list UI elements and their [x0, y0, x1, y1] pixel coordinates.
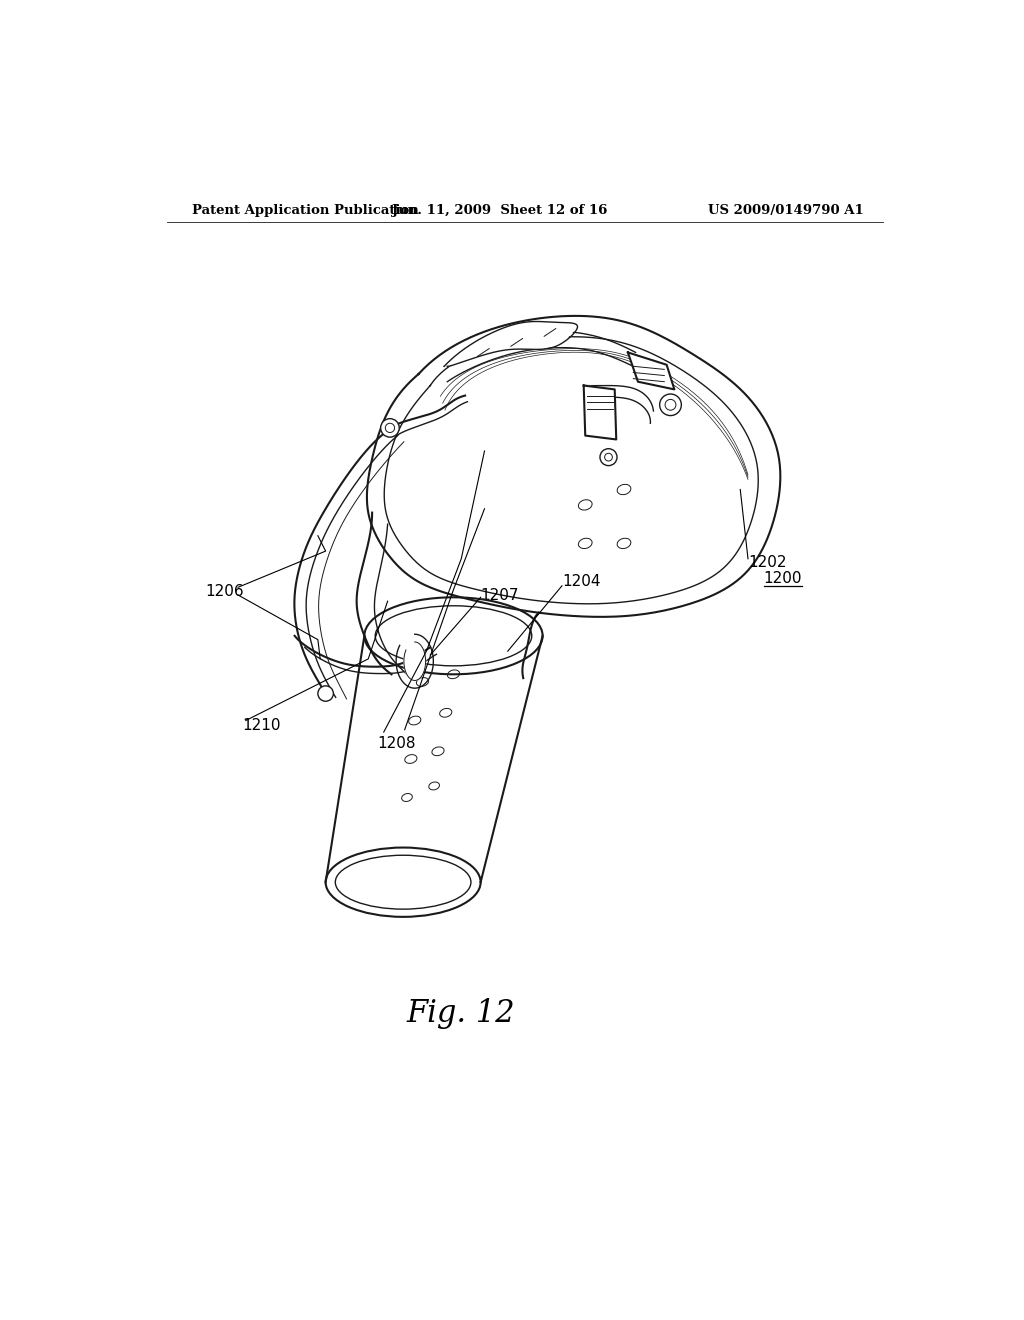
Ellipse shape: [659, 393, 681, 416]
Ellipse shape: [317, 686, 334, 701]
Polygon shape: [403, 642, 426, 680]
Polygon shape: [584, 385, 616, 440]
Text: Jun. 11, 2009  Sheet 12 of 16: Jun. 11, 2009 Sheet 12 of 16: [392, 205, 607, 218]
Text: 1204: 1204: [562, 574, 600, 590]
Text: Fig. 12: Fig. 12: [407, 998, 515, 1028]
Text: Patent Application Publication: Patent Application Publication: [191, 205, 418, 218]
Ellipse shape: [381, 418, 399, 437]
Ellipse shape: [600, 449, 617, 466]
Text: 1206: 1206: [206, 583, 244, 599]
Ellipse shape: [385, 424, 394, 433]
Text: 1200: 1200: [764, 570, 802, 586]
Polygon shape: [628, 352, 675, 389]
Text: 1202: 1202: [748, 556, 786, 570]
Ellipse shape: [604, 453, 612, 461]
Text: 1208: 1208: [378, 737, 416, 751]
Polygon shape: [444, 322, 578, 367]
Text: 1210: 1210: [243, 718, 282, 734]
Ellipse shape: [665, 400, 676, 411]
Text: 1207: 1207: [480, 589, 519, 603]
Text: US 2009/0149790 A1: US 2009/0149790 A1: [709, 205, 864, 218]
